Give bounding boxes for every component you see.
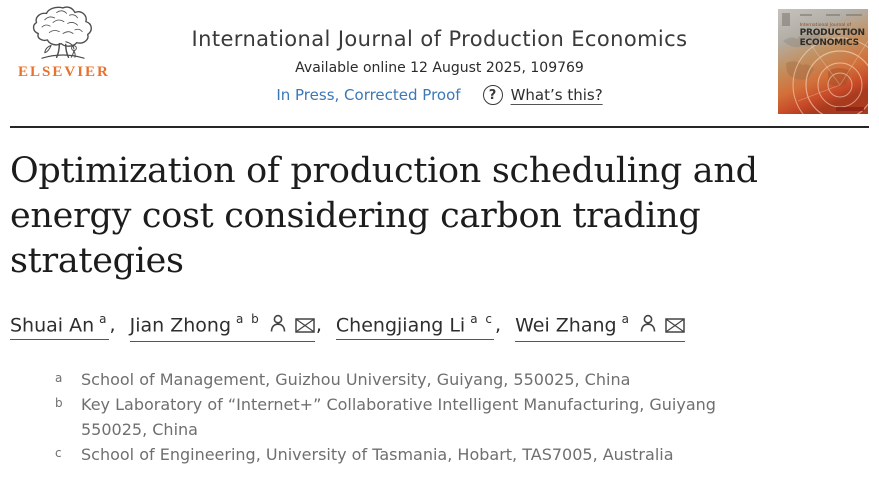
journal-header: ELSEVIER International Journal of Produc…	[0, 0, 879, 128]
affiliation-text: School of Management, Guizhou University…	[81, 370, 631, 390]
person-icon	[269, 314, 287, 338]
elsevier-tree-logo-icon	[18, 5, 108, 62]
author-link-shuai-an[interactable]: Shuai An a	[10, 312, 109, 341]
affiliation-marker: b	[55, 396, 63, 411]
affiliation-c: c School of Engineering, University of T…	[55, 442, 781, 467]
author-name: Chengjiang Li	[335, 314, 466, 337]
affiliation-a: a School of Management, Guizhou Universi…	[55, 367, 781, 392]
affiliation-list: a School of Management, Guizhou Universi…	[55, 367, 781, 467]
journal-title-link[interactable]: International Journal of Production Econ…	[191, 27, 688, 51]
header-divider	[10, 126, 869, 128]
author-name: Wei Zhang	[515, 314, 617, 337]
affiliation-text: School of Engineering, University of Tas…	[81, 445, 674, 465]
affiliation-marker: c	[55, 446, 62, 461]
article-title: Optimization of production scheduling an…	[10, 151, 758, 281]
author-separator: ,	[315, 314, 322, 337]
inpress-status-label: In Press, Corrected Proof	[276, 86, 461, 104]
affiliation-text: Key Laboratory of “Internet+” Collaborat…	[81, 395, 716, 440]
affiliation-b: b Key Laboratory of “Internet+” Collabor…	[55, 392, 781, 442]
cover-journal-name: PRODUCTION ECONOMICS	[799, 28, 865, 48]
author-superscripts: a	[99, 312, 109, 326]
elsevier-logo[interactable]: ELSEVIER	[18, 5, 108, 81]
author-name: Jian Zhong	[129, 314, 232, 337]
status-row: In Press, Corrected Proof ? What’s this?	[0, 85, 879, 105]
availability-text: Available online 12 August 2025, 109769	[295, 60, 584, 76]
person-icon	[639, 314, 657, 338]
affiliation-marker: a	[55, 371, 63, 386]
author-separator: ,	[109, 314, 116, 337]
author-superscripts: a b	[236, 312, 261, 326]
envelope-icon	[665, 316, 685, 338]
cover-series-label: International Journal of	[799, 23, 852, 28]
author-superscripts: a	[621, 312, 631, 326]
elsevier-wordmark: ELSEVIER	[18, 64, 110, 80]
journal-cover-art	[778, 9, 868, 114]
whats-this-link[interactable]: What’s this?	[510, 86, 603, 104]
question-mark-icon[interactable]: ?	[482, 85, 503, 105]
article-head: Optimization of production scheduling an…	[0, 149, 879, 467]
journal-cover-thumbnail[interactable]: International Journal of PRODUCTION ECON…	[778, 9, 868, 114]
journal-info: International Journal of Production Econ…	[0, 0, 879, 105]
author-link-jian-zhong[interactable]: Jian Zhong a b	[129, 312, 315, 343]
author-list: Shuai An a, Jian Zhong a b, Chengjiang Li a…	[10, 312, 869, 343]
author-superscripts: a c	[470, 312, 494, 326]
author-link-wei-zhang[interactable]: Wei Zhang a	[515, 312, 685, 343]
envelope-icon	[295, 316, 315, 338]
author-separator: ,	[494, 314, 502, 337]
author-link-chengjiang-li[interactable]: Chengjiang Li a c	[335, 312, 494, 341]
author-name: Shuai An	[10, 314, 95, 337]
